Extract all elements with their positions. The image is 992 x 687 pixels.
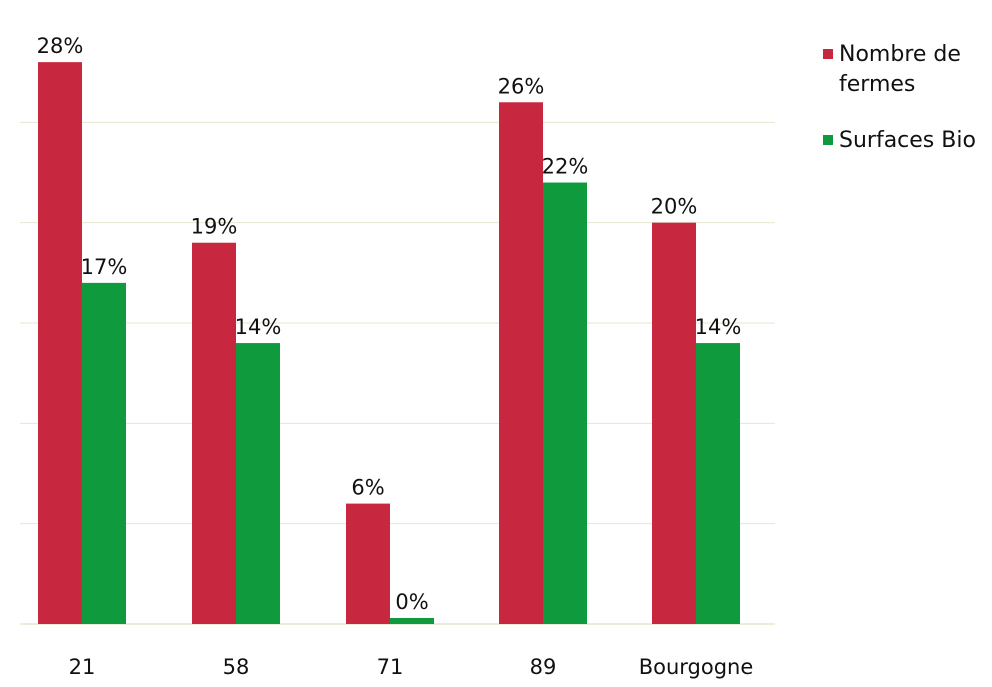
legend: Nombre de fermes Surfaces Bio xyxy=(815,40,990,182)
bar-fermes-58 xyxy=(192,242,236,624)
bar-fermes-71 xyxy=(346,503,390,624)
bar-fermes-21 xyxy=(38,62,82,624)
x-tick-label: 58 xyxy=(223,655,250,679)
legend-item-series-1: Nombre de fermes xyxy=(815,40,990,100)
data-label: 0% xyxy=(395,590,428,614)
data-label: 28% xyxy=(37,34,84,58)
x-tick-label: Bourgogne xyxy=(639,655,754,679)
data-label: 19% xyxy=(191,215,238,239)
data-label: 14% xyxy=(695,315,742,339)
legend-item-series-2: Surfaces Bio xyxy=(815,126,990,156)
legend-label: Nombre de fermes xyxy=(839,42,961,97)
legend-swatch xyxy=(823,135,833,145)
data-label: 26% xyxy=(498,74,545,98)
legend-swatch xyxy=(823,49,833,59)
bar-surfaces-71 xyxy=(390,617,434,624)
bar-surfaces-89 xyxy=(543,182,587,625)
legend-label: Surfaces Bio xyxy=(839,128,976,153)
bar-fermes-89 xyxy=(499,102,543,625)
x-tick-label: 71 xyxy=(377,655,404,679)
data-label: 17% xyxy=(81,255,128,279)
data-label: 22% xyxy=(542,155,589,179)
bar-surfaces-21 xyxy=(82,282,126,624)
data-label: 6% xyxy=(351,476,384,500)
x-tick-label: 89 xyxy=(530,655,557,679)
bar-fermes-Bourgogne xyxy=(652,222,696,624)
data-label: 20% xyxy=(651,195,698,219)
bar-surfaces-Bourgogne xyxy=(696,343,740,624)
x-tick-label: 21 xyxy=(69,655,96,679)
bar-surfaces-58 xyxy=(236,343,280,624)
data-label: 14% xyxy=(235,315,282,339)
